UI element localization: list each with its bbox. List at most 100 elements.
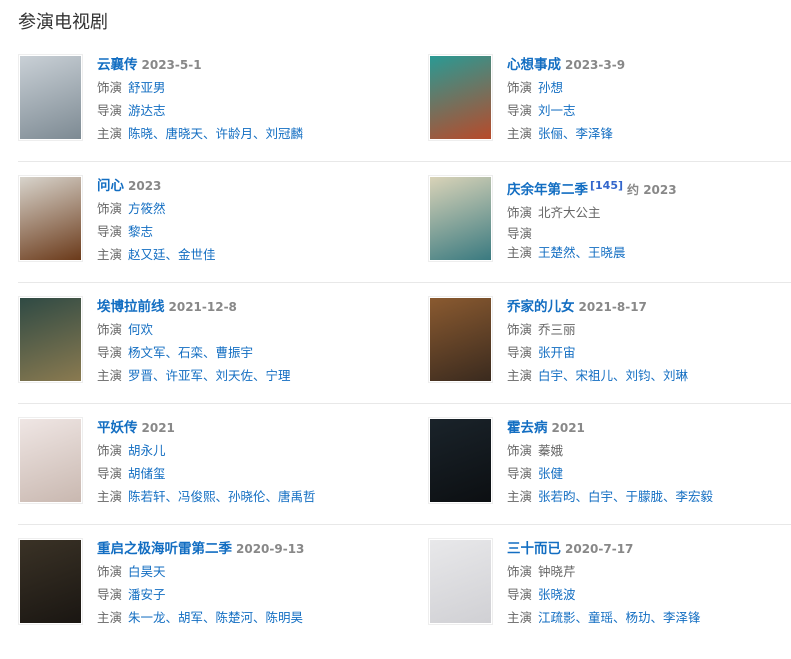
series-poster[interactable] bbox=[18, 175, 83, 262]
series-date: 2023-3-9 bbox=[565, 58, 626, 72]
cast-value[interactable]: 陈若轩、冯俊熙、孙晓伦、唐禹哲 bbox=[128, 489, 316, 504]
cast-value[interactable]: 张俪、李泽锋 bbox=[538, 126, 614, 141]
cast-label: 主演 bbox=[97, 247, 123, 262]
tv-series-list: 云襄传 2023-5-1 饰演 舒亚男 导演 游达志 主演 陈晓、唐晓天、许龄月、刘冠麟… bbox=[18, 54, 791, 659]
role-value[interactable]: 方筱然 bbox=[128, 201, 166, 216]
director-label: 导演 bbox=[507, 103, 533, 118]
cast-label: 主演 bbox=[507, 126, 533, 141]
series-poster[interactable] bbox=[18, 538, 83, 625]
poster-image bbox=[20, 56, 81, 139]
series-poster[interactable] bbox=[18, 296, 83, 383]
role-label: 饰演 bbox=[507, 443, 533, 458]
role-value[interactable]: 舒亚男 bbox=[128, 80, 166, 95]
role-value[interactable]: 何欢 bbox=[128, 322, 154, 337]
series-item: 乔家的儿女 2021-8-17 饰演 乔三丽 导演 张开宙 主演 白宇、宋祖儿、刘钧、刘… bbox=[428, 296, 791, 386]
series-date: 2021-8-17 bbox=[578, 300, 647, 314]
cast-value[interactable]: 朱一龙、胡军、陈楚河、陈明昊 bbox=[128, 610, 304, 625]
series-poster[interactable] bbox=[18, 54, 83, 141]
director-value[interactable]: 张晓波 bbox=[538, 587, 576, 602]
series-poster[interactable] bbox=[428, 296, 493, 383]
series-item: 平妖传 2021 饰演 胡永儿 导演 胡储玺 主演 陈若轩、冯俊熙、孙晓伦、唐禹哲 bbox=[18, 417, 398, 507]
role-value: 钟晓芹 bbox=[538, 564, 576, 579]
role-value[interactable]: 胡永儿 bbox=[128, 443, 166, 458]
list-row: 平妖传 2021 饰演 胡永儿 导演 胡储玺 主演 陈若轩、冯俊熙、孙晓伦、唐禹哲 霍去… bbox=[18, 417, 791, 538]
series-title-link[interactable]: 埃博拉前线 bbox=[97, 299, 165, 315]
cast-label: 主演 bbox=[507, 368, 533, 383]
cast-label: 主演 bbox=[97, 126, 123, 141]
director-value[interactable]: 游达志 bbox=[128, 103, 166, 118]
director-value[interactable]: 杨文军、石栾、曹振宇 bbox=[128, 345, 254, 360]
director-label: 导演 bbox=[97, 224, 123, 239]
director-value[interactable]: 胡储玺 bbox=[128, 466, 166, 481]
series-title-link[interactable]: 霍去病 bbox=[507, 420, 548, 436]
poster-image bbox=[430, 540, 491, 623]
director-value[interactable]: 张开宙 bbox=[538, 345, 576, 360]
director-label: 导演 bbox=[97, 103, 123, 118]
role-label: 饰演 bbox=[97, 564, 123, 579]
series-item: 心想事成 2023-3-9 饰演 孙想 导演 刘一志 主演 张俪、李泽锋 bbox=[428, 54, 791, 144]
list-row: 云襄传 2023-5-1 饰演 舒亚男 导演 游达志 主演 陈晓、唐晓天、许龄月、刘冠麟… bbox=[18, 54, 791, 175]
series-date: 2020-7-17 bbox=[565, 542, 634, 556]
cast-value[interactable]: 江疏影、童瑶、杨玏、李泽锋 bbox=[538, 610, 701, 625]
series-item: 三十而已 2020-7-17 饰演 钟晓芹 导演 张晓波 主演 江疏影、童瑶、杨玏、李泽… bbox=[428, 538, 791, 628]
director-label: 导演 bbox=[507, 345, 533, 360]
series-title-link[interactable]: 云襄传 bbox=[97, 57, 138, 73]
series-title-link[interactable]: 问心 bbox=[97, 178, 124, 194]
cast-label: 主演 bbox=[507, 245, 533, 260]
series-date: 2023-5-1 bbox=[141, 58, 202, 72]
row-divider bbox=[18, 161, 791, 162]
role-label: 饰演 bbox=[97, 443, 123, 458]
series-poster[interactable] bbox=[18, 417, 83, 504]
series-title-link[interactable]: 重启之极海听雷第二季 bbox=[97, 541, 232, 557]
role-label: 饰演 bbox=[507, 564, 533, 579]
row-divider bbox=[18, 524, 791, 525]
cast-value[interactable]: 罗晋、许亚军、刘天佐、宁理 bbox=[128, 368, 291, 383]
director-value[interactable]: 黎志 bbox=[128, 224, 154, 239]
role-label: 饰演 bbox=[507, 205, 533, 220]
series-date: 2023 bbox=[128, 179, 162, 193]
section-title: 参演电视剧 bbox=[18, 12, 108, 33]
series-date: 约 2023 bbox=[627, 183, 677, 197]
reference-link[interactable]: [145] bbox=[590, 179, 624, 192]
series-item: 重启之极海听雷第二季 2020-9-13 饰演 白昊天 导演 潘安子 主演 朱一龙、胡军… bbox=[18, 538, 398, 628]
poster-image bbox=[20, 177, 81, 260]
series-item: 霍去病 2021 饰演 蓁娥 导演 张健 主演 张若昀、白宇、于朦胧、李宏毅 bbox=[428, 417, 791, 507]
cast-value[interactable]: 白宇、宋祖儿、刘钧、刘琳 bbox=[538, 368, 689, 383]
role-value: 蓁娥 bbox=[538, 443, 564, 458]
director-value[interactable]: 潘安子 bbox=[128, 587, 166, 602]
director-label: 导演 bbox=[507, 587, 533, 602]
poster-image bbox=[20, 419, 81, 502]
cast-value[interactable]: 陈晓、唐晓天、许龄月、刘冠麟 bbox=[128, 126, 304, 141]
series-poster[interactable] bbox=[428, 54, 493, 141]
row-divider bbox=[18, 403, 791, 404]
role-value[interactable]: 白昊天 bbox=[128, 564, 166, 579]
cast-label: 主演 bbox=[507, 489, 533, 504]
cast-value[interactable]: 赵又廷、金世佳 bbox=[128, 247, 216, 262]
cast-value[interactable]: 张若昀、白宇、于朦胧、李宏毅 bbox=[538, 489, 714, 504]
series-title-link[interactable]: 平妖传 bbox=[97, 420, 138, 436]
poster-image bbox=[430, 298, 491, 381]
list-row: 问心 2023 饰演 方筱然 导演 黎志 主演 赵又廷、金世佳 庆余年第二季 [145] 约… bbox=[18, 175, 791, 296]
director-value[interactable]: 张健 bbox=[538, 466, 564, 481]
role-label: 饰演 bbox=[97, 80, 123, 95]
poster-image bbox=[20, 540, 81, 623]
series-title-link[interactable]: 心想事成 bbox=[507, 57, 561, 73]
series-title-link[interactable]: 庆余年第二季 bbox=[507, 182, 588, 198]
poster-image bbox=[430, 177, 491, 260]
role-value: 北齐大公主 bbox=[538, 205, 601, 220]
series-title-link[interactable]: 乔家的儿女 bbox=[507, 299, 575, 315]
series-date: 2021 bbox=[551, 421, 585, 435]
list-row: 重启之极海听雷第二季 2020-9-13 饰演 白昊天 导演 潘安子 主演 朱一龙、胡军… bbox=[18, 538, 791, 659]
cast-label: 主演 bbox=[97, 489, 123, 504]
director-value[interactable]: 刘一志 bbox=[538, 103, 576, 118]
series-poster[interactable] bbox=[428, 417, 493, 504]
cast-value[interactable]: 王楚然、王晓晨 bbox=[538, 245, 626, 260]
row-divider bbox=[18, 282, 791, 283]
series-poster[interactable] bbox=[428, 175, 493, 262]
director-label: 导演 bbox=[97, 466, 123, 481]
role-value[interactable]: 孙想 bbox=[538, 80, 564, 95]
series-title-link[interactable]: 三十而已 bbox=[507, 541, 561, 557]
series-poster[interactable] bbox=[428, 538, 493, 625]
series-item: 埃博拉前线 2021-12-8 饰演 何欢 导演 杨文军、石栾、曹振宇 主演 罗晋、许亚… bbox=[18, 296, 398, 386]
director-label: 导演 bbox=[507, 466, 533, 481]
